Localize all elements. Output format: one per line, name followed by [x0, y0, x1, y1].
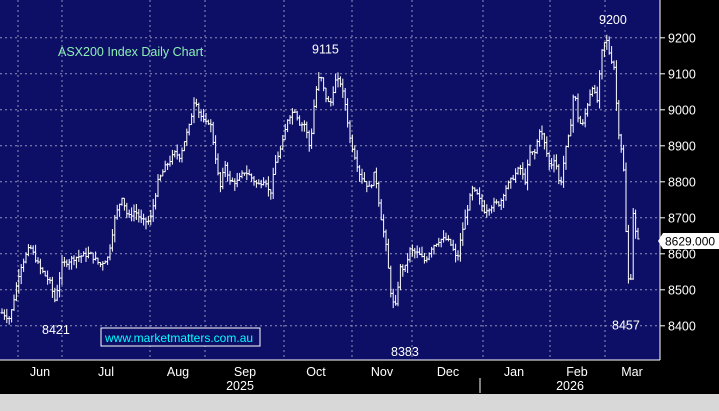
- price-annotations: 8421 9115 8383 9200 8457: [42, 13, 640, 359]
- y-tick-label: 9000: [668, 103, 696, 117]
- last-price-label: 8629.000: [665, 235, 715, 249]
- last-price-tag: 8629.000: [658, 233, 719, 249]
- x-month-label: Nov: [371, 365, 394, 379]
- y-tick-label: 8700: [668, 211, 696, 225]
- y-tick-label: 8800: [668, 175, 696, 189]
- x-year-label: 2026: [556, 379, 584, 393]
- x-month-label: Jun: [30, 365, 50, 379]
- x-month-label: Dec: [437, 365, 459, 379]
- y-tick-label: 8900: [668, 139, 696, 153]
- watermark-box: [100, 327, 261, 347]
- x-month-label: Aug: [167, 365, 189, 379]
- y-tick-label: 8400: [668, 319, 696, 333]
- x-month-label: Oct: [306, 365, 326, 379]
- price-axis: 8400 8500 8600 8700 8800 8900 9000 9100 9200: [660, 31, 696, 333]
- x-month-label: Feb: [566, 365, 588, 379]
- time-axis: Jun Jul Aug Sep Oct Nov Dec Jan Feb Mar 2025 2026: [0, 359, 660, 393]
- footer-bar: [0, 394, 719, 411]
- x-month-label: Mar: [621, 365, 643, 379]
- price-bars: [0, 34, 640, 325]
- price-annotation: 8457: [612, 318, 640, 332]
- price-annotation: 8383: [391, 345, 419, 359]
- ohlc-bar: [636, 227, 640, 240]
- grid-lines: [0, 0, 661, 360]
- price-annotation: 9200: [599, 13, 627, 27]
- x-month-label: Jul: [98, 365, 114, 379]
- price-axis-background: [660, 0, 719, 360]
- x-month-label: Jan: [504, 365, 524, 379]
- x-year-label: 2025: [226, 379, 254, 393]
- y-tick-label: 8500: [668, 283, 696, 297]
- chart-title: ASX200 Index Daily Chart: [58, 45, 204, 59]
- price-annotation: 9115: [312, 42, 339, 56]
- price-annotation: 8421: [42, 323, 70, 337]
- y-tick-label: 9200: [668, 31, 696, 45]
- watermark-text: www.marketmatters.com.au: [104, 331, 253, 345]
- y-tick-label: 8600: [668, 247, 696, 261]
- x-month-label: Sep: [234, 365, 256, 379]
- y-tick-label: 9100: [668, 67, 696, 81]
